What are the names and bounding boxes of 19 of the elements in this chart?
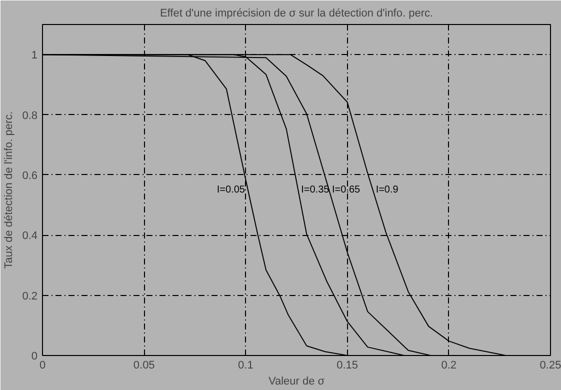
x-tick-label: 0 <box>39 360 46 372</box>
y-tick-label: 0 <box>31 350 38 362</box>
x-tick-label: 0.2 <box>441 360 457 372</box>
series-label: I=0.65 <box>332 184 361 196</box>
y-tick-label: 0.6 <box>22 170 38 182</box>
series-label: I=0.35 <box>301 184 330 196</box>
y-tick-label: 0.4 <box>22 230 38 242</box>
x-tick-label: 0.1 <box>238 360 254 372</box>
x-tick-label: 0.05 <box>133 360 155 372</box>
y-tick-label: 0.8 <box>22 110 38 122</box>
series-label: I=0.05 <box>216 184 246 196</box>
y-tick-label: 0.2 <box>22 290 38 302</box>
series-label: I=0.9 <box>376 184 399 196</box>
y-axis-title: Taux de détection de l'info. perc. <box>3 111 16 269</box>
x-tick-label: 0.25 <box>540 360 561 372</box>
chart-title: Effet d'une imprécision de σ sur la détection d'info. perc. <box>160 8 434 20</box>
y-tick-label: 1 <box>31 50 38 62</box>
x-tick-label: 0.15 <box>336 360 358 372</box>
x-axis-title: Valeur de σ <box>268 376 325 388</box>
